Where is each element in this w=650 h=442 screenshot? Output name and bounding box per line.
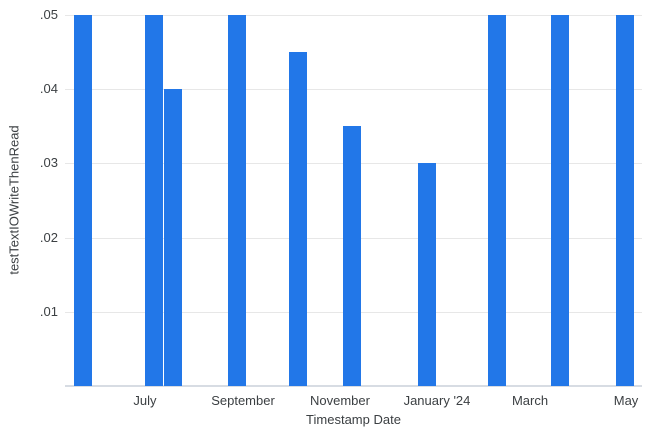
y-tick-label: .05	[39, 7, 58, 22]
x-tick-label: January '24	[403, 393, 471, 408]
bar[interactable]	[551, 15, 570, 386]
y-tick-label: .02	[39, 229, 58, 245]
gridline	[65, 89, 642, 91]
x-axis-title: Timestamp Date	[306, 412, 401, 427]
bar[interactable]	[164, 89, 183, 386]
y-tick-label: .01	[39, 303, 58, 319]
bar[interactable]	[74, 15, 93, 386]
bar[interactable]	[289, 52, 308, 386]
bar[interactable]	[488, 15, 507, 386]
x-tick-label: November	[310, 393, 370, 408]
bar[interactable]	[342, 126, 361, 386]
gridline	[65, 15, 642, 16]
x-tick-label: September	[211, 393, 275, 408]
x-tick-label: March	[511, 393, 549, 408]
y-tick-label: .03	[39, 155, 58, 171]
x-tick-label: May	[613, 393, 639, 408]
bar[interactable]	[145, 15, 164, 386]
bar[interactable]	[615, 15, 634, 386]
plot-area	[65, 15, 642, 387]
bar[interactable]	[418, 163, 437, 386]
bar[interactable]	[227, 15, 246, 386]
x-tick-label: July	[133, 393, 157, 408]
y-tick-label: .04	[39, 81, 58, 97]
x-axis-baseline	[65, 385, 642, 387]
y-axis-title: testTextIOWriteThenRead	[6, 125, 22, 275]
